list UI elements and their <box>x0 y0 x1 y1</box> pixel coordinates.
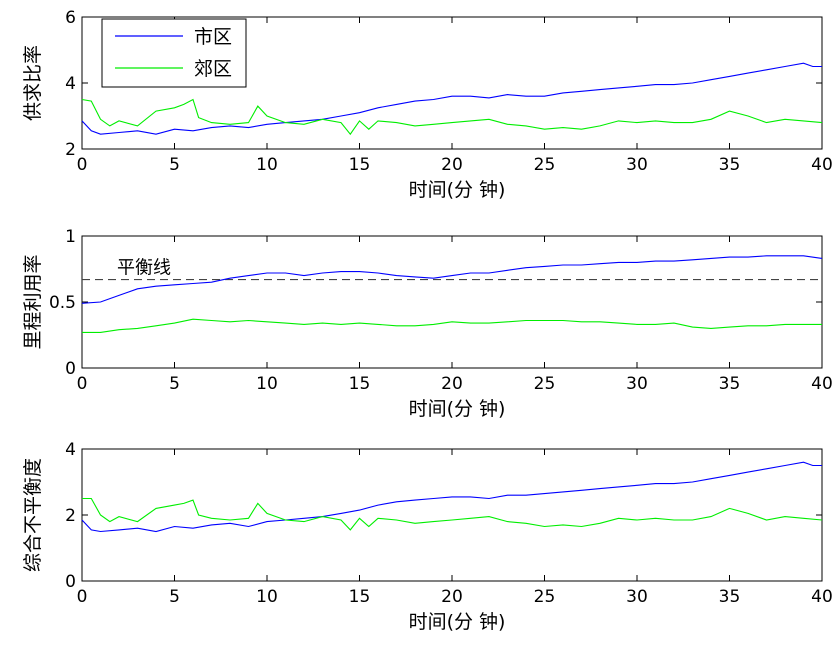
x-tick-label: 5 <box>169 374 180 394</box>
balance-line-label: 平衡线 <box>117 258 171 279</box>
y-tick-label: 6 <box>65 8 76 28</box>
x-tick-label: 30 <box>626 155 648 175</box>
x-tick-label: 35 <box>719 374 741 394</box>
x-tick-label: 0 <box>77 374 88 394</box>
legend-entry-label: 市区 <box>194 26 232 48</box>
x-tick-label: 30 <box>626 587 648 607</box>
legend-box <box>101 18 247 88</box>
x-tick-label: 30 <box>626 374 648 394</box>
x-axis-label: 时间(分 钟) <box>409 179 506 201</box>
x-tick-label: 40 <box>811 155 833 175</box>
x-tick-label: 15 <box>349 155 371 175</box>
x-tick-label: 20 <box>441 587 463 607</box>
plot-area-frame <box>81 448 823 582</box>
x-tick-label: 0 <box>77 155 88 175</box>
series-line-urban <box>81 461 822 533</box>
x-tick-label: 35 <box>719 155 741 175</box>
x-axis-label: 时间(分 钟) <box>409 611 506 633</box>
x-tick-label: 25 <box>534 374 556 394</box>
x-tick-label: 20 <box>441 155 463 175</box>
chart-panel-2: 0 5 10 15 20 25 30 35 40 0 0.5 1 时间(分 钟) 里程利用率 平衡线 <box>22 227 833 420</box>
y-tick-label: 1 <box>65 227 76 247</box>
x-axis-label: 时间(分 钟) <box>409 398 506 420</box>
x-tick-label: 20 <box>441 374 463 394</box>
series-line-suburban <box>81 98 823 136</box>
x-tick-label: 25 <box>534 155 556 175</box>
series-line-urban <box>81 255 823 304</box>
y-tick-label: 2 <box>65 140 76 160</box>
y-tick-label: 4 <box>65 74 76 94</box>
y-tick-label: 0 <box>65 572 76 592</box>
series-line-urban <box>81 62 822 135</box>
x-tick-label: 5 <box>169 155 180 175</box>
x-tick-label: 15 <box>349 587 371 607</box>
x-tick-label: 15 <box>349 374 371 394</box>
x-tick-label: 5 <box>169 587 180 607</box>
y-tick-label: 2 <box>65 506 76 526</box>
x-tick-label: 10 <box>256 155 278 175</box>
x-tick-label: 35 <box>719 587 741 607</box>
chart-panel-3: 0 5 10 15 20 25 30 35 40 0 2 4 时间(分 钟) 综合不平衡度 <box>22 440 833 633</box>
x-tick-label: 10 <box>256 587 278 607</box>
plot-area-frame <box>81 235 823 369</box>
x-tick-label: 10 <box>256 374 278 394</box>
x-tick-label: 0 <box>77 587 88 607</box>
x-tick-label: 40 <box>811 374 833 394</box>
y-tick-label: 4 <box>65 440 76 460</box>
y-tick-label: 0.5 <box>49 293 76 313</box>
legend-entry-label: 郊区 <box>194 58 232 80</box>
y-axis-label: 供求比率 <box>22 45 44 121</box>
x-tick-label: 25 <box>534 587 556 607</box>
series-line-suburban <box>82 318 822 333</box>
x-tick-label: 40 <box>811 587 833 607</box>
y-axis-label: 里程利用率 <box>22 254 44 349</box>
series-line-suburban <box>82 497 823 531</box>
y-tick-label: 0 <box>65 359 76 379</box>
y-axis-label: 综合不平衡度 <box>22 458 44 572</box>
